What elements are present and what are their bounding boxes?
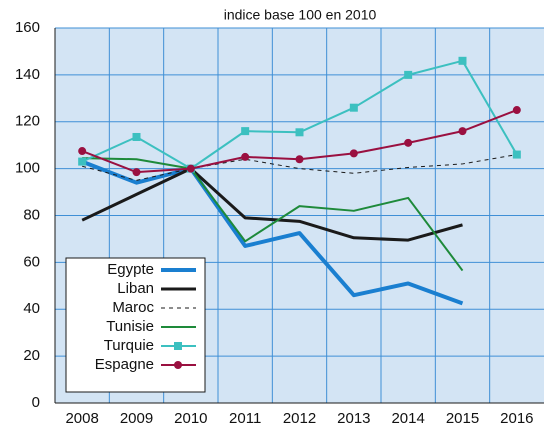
- legend-label: Turquie: [104, 337, 154, 354]
- y-tick-label: 40: [23, 300, 40, 317]
- marker: [512, 106, 521, 115]
- marker: [78, 147, 87, 156]
- series-line: [81, 167, 463, 242]
- x-tick-label: 2008: [65, 410, 98, 427]
- chart-title: indice base 100 en 2010: [224, 7, 377, 23]
- series-line: [82, 157, 464, 272]
- legend-label: Tunisie: [106, 318, 154, 335]
- y-tick-label: 120: [15, 113, 40, 130]
- y-tick-label: 0: [32, 394, 40, 411]
- marker: [295, 155, 304, 164]
- y-tick-label: 20: [23, 347, 40, 364]
- legend-label: Egypte: [107, 261, 154, 278]
- marker: [404, 70, 413, 79]
- marker: [295, 128, 304, 137]
- legend-label: Liban: [117, 280, 154, 297]
- series-line: [82, 154, 517, 181]
- marker: [132, 132, 141, 141]
- marker: [241, 152, 250, 161]
- marker: [174, 342, 182, 350]
- marker: [458, 56, 467, 65]
- x-tick-label: 2011: [229, 410, 261, 427]
- legend-box: [65, 257, 206, 393]
- x-tick-label: 2010: [174, 410, 207, 427]
- x-tick-label: 2013: [337, 410, 370, 427]
- marker: [512, 150, 521, 159]
- marker: [404, 138, 413, 147]
- marker: [458, 127, 467, 136]
- y-tick-label: 60: [23, 253, 40, 270]
- x-tick-label: 2012: [283, 410, 316, 427]
- marker: [241, 127, 250, 136]
- marker: [78, 157, 87, 166]
- series-line: [81, 159, 464, 306]
- legend-label: Espagne: [95, 356, 154, 373]
- marker: [349, 149, 358, 158]
- x-tick-label: 2009: [120, 410, 153, 427]
- x-tick-label: 2016: [500, 410, 533, 427]
- x-tick-label: 2015: [446, 410, 479, 427]
- y-tick-label: 140: [15, 66, 40, 83]
- legend-label: Maroc: [112, 299, 154, 316]
- marker: [186, 164, 195, 173]
- marker: [349, 103, 358, 112]
- marker: [132, 168, 141, 177]
- x-tick-label: 2014: [391, 410, 424, 427]
- y-tick-label: 100: [15, 160, 40, 177]
- y-tick-label: 160: [15, 19, 40, 36]
- marker: [174, 361, 182, 369]
- y-tick-label: 80: [23, 206, 40, 223]
